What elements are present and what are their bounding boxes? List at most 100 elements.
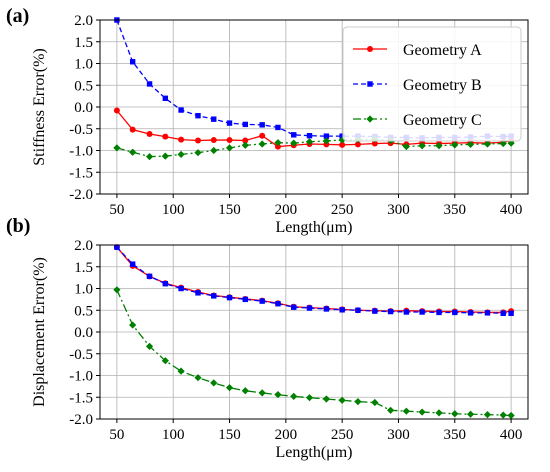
panel-a-x-axis-label: Length(μm) <box>276 219 353 236</box>
legend-marker <box>367 46 373 52</box>
panel-a-series-1-circle-point <box>242 137 249 144</box>
x-tick-label: 250 <box>331 427 354 443</box>
panel-b-series-2-square-point <box>162 281 169 287</box>
panel-a-ticks: 50 100 150 200 250 300 350 400 -2.0 -1.5 -1.0 -0.5 0… <box>69 13 522 218</box>
x-tick-label: 400 <box>500 427 523 443</box>
panel-a-series-1-circle-point <box>129 126 136 133</box>
panel-b-series-2-square-point <box>291 304 297 310</box>
panel-b-series-3-diamond-point <box>113 286 121 294</box>
y-tick-label: 0.0 <box>74 100 93 116</box>
panel-b-series-2-square-point <box>467 310 474 316</box>
panel-b-series <box>113 244 515 420</box>
panel-a-series-1-circle-point <box>178 136 185 143</box>
x-tick-label: 50 <box>109 427 124 443</box>
panel-b-series-2-square-point <box>419 309 425 315</box>
y-tick-label: 0.5 <box>74 303 93 319</box>
panel-a-series-2-square-point <box>162 95 169 101</box>
y-tick-label: 1.0 <box>74 282 93 298</box>
panel-b-x-axis-label: Length(μm) <box>276 444 353 461</box>
y-tick-label: 1.5 <box>74 35 93 51</box>
panel-b-series-3-diamond-point <box>274 391 282 399</box>
panel-b-ticks: 50 100 150 200 250 300 350 400 -2.0 -1.5 -1.0 -0.5 0… <box>69 238 522 443</box>
panel-a-series-2-square-point <box>291 132 297 138</box>
panel-a-series-2-square-point <box>242 121 248 128</box>
y-tick-label: 2.0 <box>74 13 93 29</box>
panel-a-series-3-diamond-point <box>483 140 492 148</box>
panel-b-series-2-square-point <box>226 294 233 301</box>
panel-a-series-3-diamond-point <box>194 149 202 157</box>
panel-a-series-3-diamond-point <box>177 150 185 159</box>
panel-b-series-3-diamond-point <box>402 407 410 415</box>
legend-entry: Geometry A <box>353 42 482 59</box>
panel-b-series-1-line <box>116 246 512 314</box>
panel-a-series-3-diamond-point <box>161 152 169 160</box>
panel-a-series-1-circle-point <box>354 141 361 148</box>
y-tick-label: -0.5 <box>69 122 93 138</box>
legend-entry: Geometry B <box>353 77 482 94</box>
panel-a-series-1-circle-point <box>210 137 217 144</box>
panel-b-series-3-diamond-point <box>371 398 379 407</box>
panel-b-series-3-diamond-point <box>483 411 492 419</box>
panel-a-series-3-diamond-point <box>225 144 234 152</box>
x-tick-label: 100 <box>162 427 185 443</box>
panel-b-series-3-diamond-point <box>258 389 266 397</box>
panel-a-series-3-diamond-point <box>129 148 137 156</box>
panel-b-series-3-diamond-point <box>354 398 362 406</box>
panel-a-series-2-square-point <box>146 81 153 87</box>
panel-a-series-1-circle-point <box>371 140 378 147</box>
y-tick-label: 0.0 <box>74 325 93 341</box>
panel-a-series-3-diamond-point <box>435 142 443 150</box>
panel-b-series-3-diamond-point <box>177 367 185 375</box>
panel-b-series-3-diamond-point <box>210 379 218 387</box>
x-tick-label: 350 <box>444 427 467 443</box>
panel-b-series-3-diamond-point <box>435 409 443 417</box>
panel-b-label: (b) <box>6 215 30 237</box>
panel-a-series-3-diamond-point <box>451 141 459 149</box>
y-tick-label: 1.0 <box>74 57 93 73</box>
legend-marker <box>367 81 373 87</box>
panel-b-series-3-diamond-point <box>225 384 234 392</box>
panel-a-series-2-square-point <box>339 133 345 139</box>
panel-b-series-3-diamond-point <box>161 357 169 365</box>
panel-b-series-3-diamond-point <box>418 408 426 416</box>
panel-b-series-2-square-point <box>275 301 281 307</box>
panel-b-grid <box>100 244 528 420</box>
panel-b-series-2-square-point <box>355 307 361 313</box>
panel-a-series-1-circle-point <box>194 137 201 144</box>
panel-b-series-2-square-point <box>403 309 410 315</box>
panel-b-series-2-square-point <box>114 244 120 250</box>
panel-b-series-1 <box>113 244 515 316</box>
panel-b-series-2-square-point <box>146 273 153 280</box>
panel-a-series-3-diamond-point <box>418 142 426 150</box>
panel-a-series-1-circle-point <box>259 132 266 139</box>
panel-a-series-3 <box>113 135 515 161</box>
panel-b-series-2-square-point <box>372 308 378 314</box>
y-tick-label: -2.0 <box>69 187 93 203</box>
panel-a-series-2-square-point <box>178 107 184 113</box>
panel-b-series-3 <box>113 286 515 420</box>
x-tick-label: 100 <box>162 202 185 218</box>
panel-a-series-3-diamond-point <box>241 141 249 149</box>
panel-b-series-2-square-point <box>242 296 248 303</box>
panel-a-series-3-diamond-point <box>499 139 507 148</box>
panel-b-series-3-diamond-point <box>507 411 515 420</box>
panel-a-label: (a) <box>6 5 29 27</box>
x-tick-label: 300 <box>387 427 410 443</box>
legend-label: Geometry A <box>403 42 482 59</box>
y-tick-label: -1.0 <box>69 144 93 160</box>
panel-a-series-3-diamond-point <box>258 140 266 148</box>
panel-a-series-3-line <box>116 138 512 158</box>
panel-a-series-1-circle-point <box>274 143 281 150</box>
panel-a-series-3-diamond-point <box>210 146 218 155</box>
panel-a-series-3-diamond-point <box>113 144 121 152</box>
legend: Geometry A Geometry B Geometry C <box>342 26 522 142</box>
y-tick-label: -1.5 <box>69 390 93 406</box>
panel-a-series-1-circle-point <box>226 137 233 144</box>
panel-b-series-3-diamond-point <box>386 406 395 414</box>
panel-a-series-2-square-point <box>306 133 313 139</box>
panel-b-series-2-square-point <box>211 293 217 299</box>
panel-a-series-2-square-point <box>323 133 330 139</box>
legend-entry: Geometry C <box>353 112 482 129</box>
panel-a-series-1-circle-point <box>113 107 120 114</box>
